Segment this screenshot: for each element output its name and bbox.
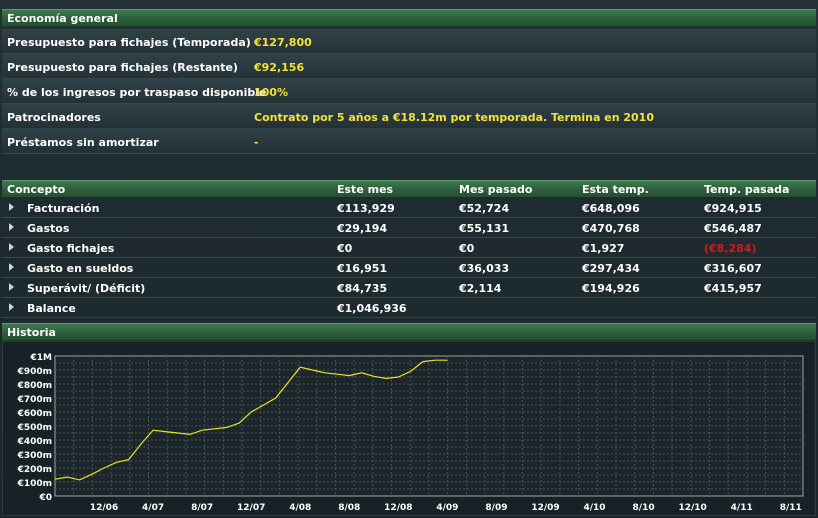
- cell-este-mes: €0: [337, 242, 353, 255]
- column-header-concepto[interactable]: Concepto: [7, 183, 66, 196]
- cell-esta-temp: €1,927: [582, 242, 625, 255]
- x-tick-label: 4/08: [289, 503, 311, 513]
- table-row-superavit[interactable]: Superávit/ (Déficit) €84,735 €2,114 €194…: [2, 278, 816, 298]
- x-tick-label: 12/09: [531, 503, 559, 513]
- economia-header: Economía general: [2, 9, 816, 27]
- cell-esta-temp: €470,768: [582, 222, 640, 235]
- cell-esta-temp: €194,926: [582, 282, 640, 295]
- economia-title: Economía general: [7, 12, 118, 25]
- x-tick-label: 4/11: [731, 503, 753, 513]
- x-tick-label: 8/08: [338, 503, 360, 513]
- table-row-facturacion[interactable]: Facturación €113,929 €52,724 €648,096 €9…: [2, 198, 816, 218]
- info-label: Patrocinadores: [7, 111, 101, 124]
- info-label: % de los ingresos por traspaso disponibl…: [7, 86, 267, 99]
- cell-mes-pasado: €0: [459, 242, 475, 255]
- expand-arrow-icon[interactable]: [9, 243, 14, 251]
- cell-mes-pasado: €55,131: [459, 222, 510, 235]
- x-tick-label: 8/10: [633, 503, 655, 513]
- y-tick-label: €600m: [17, 409, 52, 419]
- x-tick-label: 12/10: [678, 503, 706, 513]
- y-tick-label: €500m: [17, 423, 52, 433]
- info-row-prestamos: Préstamos sin amortizar -: [2, 129, 816, 154]
- info-row-presupuesto-restante: Presupuesto para fichajes (Restante) €92…: [2, 54, 816, 79]
- y-tick-label: €300m: [17, 451, 52, 461]
- cell-mes-pasado: €52,724: [459, 202, 510, 215]
- table-row-balance[interactable]: Balance €1,046,936: [2, 298, 816, 318]
- x-tick-label: 4/10: [584, 503, 606, 513]
- y-tick-label: €800m: [17, 381, 52, 391]
- info-value: Contrato por 5 años a €18.12m por tempor…: [254, 111, 654, 124]
- x-tick-label: 4/07: [142, 503, 164, 513]
- y-tick-label: €1M: [30, 353, 53, 363]
- x-tick-label: 8/09: [485, 503, 507, 513]
- info-value: -: [254, 136, 259, 149]
- table-row-gasto-fichajes[interactable]: Gasto fichajes €0 €0 €1,927 (€8,284): [2, 238, 816, 258]
- cell-temp-pasada: €924,915: [704, 202, 762, 215]
- cell-este-mes: €84,735: [337, 282, 388, 295]
- cell-temp-pasada: €415,957: [704, 282, 762, 295]
- cell-temp-pasada-negative: (€8,284): [704, 242, 757, 255]
- info-value: €127,800: [254, 36, 312, 49]
- column-header-mes-pasado[interactable]: Mes pasado: [459, 183, 533, 196]
- cell-concepto: Gastos: [27, 222, 70, 235]
- column-header-este-mes[interactable]: Este mes: [337, 183, 394, 196]
- info-value: 100%: [254, 86, 288, 99]
- historia-header: Historia: [2, 323, 816, 341]
- info-row-presupuesto-temporada: Presupuesto para fichajes (Temporada) €1…: [2, 29, 816, 54]
- x-tick-label: 12/08: [384, 503, 412, 513]
- info-row-ingresos-traspaso: % de los ingresos por traspaso disponibl…: [2, 79, 816, 104]
- y-tick-label: €200m: [17, 465, 52, 475]
- x-tick-label: 8/07: [191, 503, 213, 513]
- cell-concepto: Balance: [27, 302, 76, 315]
- y-tick-label: €100m: [17, 479, 52, 489]
- cell-mes-pasado: €2,114: [459, 282, 502, 295]
- y-tick-label: €400m: [17, 437, 52, 447]
- cell-este-mes: €16,951: [337, 262, 388, 275]
- column-header-temp-pasada[interactable]: Temp. pasada: [704, 183, 790, 196]
- cell-balance-value: €1,046,936: [337, 302, 407, 315]
- y-tick-label: €700m: [17, 395, 52, 405]
- y-tick-label: €900m: [17, 367, 52, 377]
- info-label: Presupuesto para fichajes (Restante): [7, 61, 238, 74]
- expand-arrow-icon[interactable]: [9, 263, 14, 271]
- cell-esta-temp: €648,096: [582, 202, 640, 215]
- x-tick-label: 8/11: [780, 503, 802, 513]
- cell-concepto: Gasto fichajes: [27, 242, 115, 255]
- x-tick-label: 12/07: [237, 503, 265, 513]
- cell-este-mes: €29,194: [337, 222, 388, 235]
- expand-arrow-icon[interactable]: [9, 303, 14, 311]
- historia-series-line: [54, 359, 448, 481]
- x-tick-label: 12/06: [90, 503, 118, 513]
- cell-esta-temp: €297,434: [582, 262, 640, 275]
- historia-chart: €0 €100m €200m €300m €400m €500m €600m €700m €80…: [17, 353, 804, 513]
- cell-concepto: Facturación: [27, 202, 100, 215]
- table-row-gasto-sueldos[interactable]: Gasto en sueldos €16,951 €36,033 €297,43…: [2, 258, 816, 278]
- cell-temp-pasada: €316,607: [704, 262, 762, 275]
- cell-mes-pasado: €36,033: [459, 262, 510, 275]
- expand-arrow-icon[interactable]: [9, 203, 14, 211]
- info-row-patrocinadores: Patrocinadores Contrato por 5 años a €18…: [2, 104, 816, 129]
- info-label: Préstamos sin amortizar: [7, 136, 159, 149]
- historia-chart-panel: €0 €100m €200m €300m €400m €500m €600m €700m €80…: [2, 341, 816, 516]
- cell-concepto: Gasto en sueldos: [27, 262, 134, 275]
- x-tick-label: 4/09: [436, 503, 458, 513]
- expand-arrow-icon[interactable]: [9, 283, 14, 291]
- column-header-esta-temp[interactable]: Esta temp.: [582, 183, 649, 196]
- table-row-gastos[interactable]: Gastos €29,194 €55,131 €470,768 €546,487: [2, 218, 816, 238]
- historia-title: Historia: [7, 326, 56, 339]
- finance-table-header: Concepto Este mes Mes pasado Esta temp. …: [2, 180, 816, 197]
- cell-este-mes: €113,929: [337, 202, 395, 215]
- info-label: Presupuesto para fichajes (Temporada): [7, 36, 251, 49]
- expand-arrow-icon[interactable]: [9, 223, 14, 231]
- y-tick-label: €0: [38, 493, 52, 503]
- cell-concepto: Superávit/ (Déficit): [27, 282, 146, 295]
- info-value: €92,156: [254, 61, 305, 74]
- cell-temp-pasada: €546,487: [704, 222, 762, 235]
